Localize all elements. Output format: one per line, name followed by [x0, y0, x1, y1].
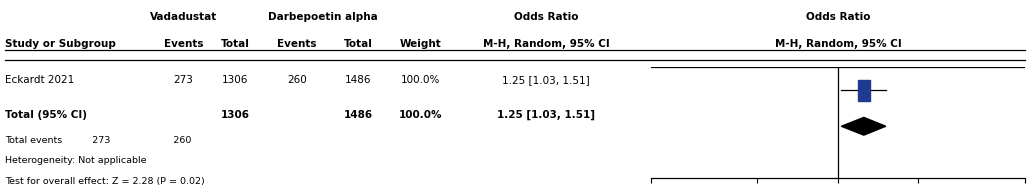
- Text: 100.0%: 100.0%: [401, 75, 440, 85]
- Text: Test for overall effect: Z = 2.28 (P = 0.02): Test for overall effect: Z = 2.28 (P = 0…: [5, 177, 205, 185]
- Polygon shape: [858, 80, 869, 101]
- Text: Total: Total: [220, 39, 249, 49]
- Text: Odds Ratio: Odds Ratio: [514, 12, 578, 22]
- Text: 273: 273: [173, 75, 194, 85]
- Text: Events: Events: [277, 39, 316, 49]
- Text: Total events          273                     260: Total events 273 260: [5, 136, 192, 145]
- Text: 260: 260: [286, 75, 307, 85]
- Text: Heterogeneity: Not applicable: Heterogeneity: Not applicable: [5, 156, 146, 165]
- Text: Study or Subgroup: Study or Subgroup: [5, 39, 116, 49]
- Polygon shape: [842, 117, 886, 135]
- Text: M-H, Random, 95% CI: M-H, Random, 95% CI: [482, 39, 610, 49]
- Text: M-H, Random, 95% CI: M-H, Random, 95% CI: [775, 39, 901, 49]
- Text: Odds Ratio: Odds Ratio: [805, 12, 870, 22]
- Text: Total (95% CI): Total (95% CI): [5, 110, 88, 120]
- Text: 1.25 [1.03, 1.51]: 1.25 [1.03, 1.51]: [502, 75, 590, 85]
- Text: 1.25 [1.03, 1.51]: 1.25 [1.03, 1.51]: [496, 110, 595, 120]
- Text: Darbepoetin alpha: Darbepoetin alpha: [268, 12, 377, 22]
- Text: Eckardt 2021: Eckardt 2021: [5, 75, 74, 85]
- Text: 1486: 1486: [344, 110, 373, 120]
- Text: 100.0%: 100.0%: [399, 110, 442, 120]
- Text: Events: Events: [164, 39, 203, 49]
- Text: 1306: 1306: [221, 75, 248, 85]
- Text: Total: Total: [344, 39, 373, 49]
- Text: Vadadustat: Vadadustat: [149, 12, 217, 22]
- Text: 1306: 1306: [220, 110, 249, 120]
- Text: 1486: 1486: [345, 75, 372, 85]
- Text: Weight: Weight: [400, 39, 441, 49]
